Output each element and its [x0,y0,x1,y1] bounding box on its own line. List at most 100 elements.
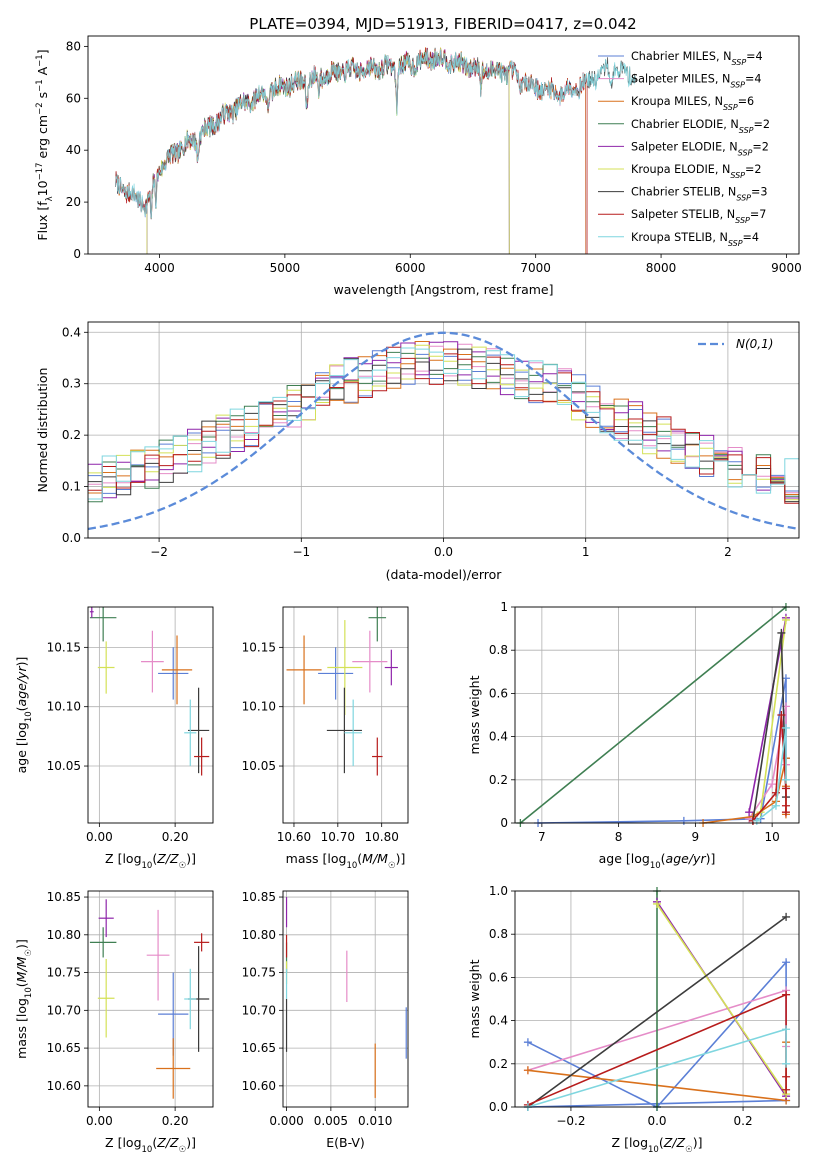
y-tick-label: 10.15 [242,640,276,654]
gaussian-curve [87,331,800,531]
x-tick-label: 10 [764,830,779,844]
x-tick-label: 9 [692,830,700,844]
label-part: M/M [14,956,29,982]
label-part: −1 [35,54,45,67]
weight-marker-salpeter-stelib [782,990,791,999]
label-part: Z [log [105,1135,141,1150]
weight-marker-kroupa-stelib [752,816,761,825]
y-tick-label: 0.6 [489,686,508,700]
x-tick-label: 10.80 [365,830,399,844]
weight-marker-salpeter-stelib [781,808,790,817]
label-part: −2 [35,102,45,115]
label-part: ( [152,851,157,866]
legend-label: Salpeter MILES, NSSP=4 [631,73,762,90]
y-tick-label: 1 [500,600,508,614]
points [286,607,398,776]
axes-frame [87,321,800,539]
weight-line-kroupa-elodie [656,903,787,1095]
weight-marker-chabrier-stelib [782,912,791,921]
x-axis-label: Z [log10(Z/Z☉)] [612,1135,703,1155]
y-tick-label: 10.70 [47,1003,81,1017]
label-part: ☉ [388,861,396,871]
legend-label: Kroupa MILES, NSSP=6 [631,95,754,112]
weight-marker-kroupa-stelib [781,723,790,732]
weight-line-salpeter-elodie [748,617,787,813]
legend-count: =2 [745,163,762,176]
label-part: )] [706,851,716,866]
y-tick-label: 10.85 [47,890,81,904]
legend-count: =4 [743,231,760,244]
y-tick-label: 0.0 [489,1100,508,1114]
y-tick-label: 80 [66,39,81,53]
y-tick-label: 10.60 [242,1079,276,1093]
y-tick-label: 0.4 [489,730,508,744]
y-tick-label: 10.75 [47,966,81,980]
spectrum-line-chabrier-miles [115,49,587,255]
axes-frame [282,890,409,1108]
label-part: 10 [35,180,50,196]
x-tick-label: 0.000 [269,1114,303,1128]
y-tick-label: 0.3 [62,377,81,391]
label-part: mass [log [286,851,347,866]
legend-name: Chabrier MILES, N [631,50,731,63]
legend-name: Chabrier ELODIE, N [631,118,739,131]
x-tick-label: 0.20 [162,1114,189,1128]
y-tick-label: 0.2 [489,773,508,787]
y-axis-label: Normed distribution [35,368,50,493]
x-tick-label: 8000 [646,261,677,275]
legend-count: =6 [738,95,755,108]
x-tick-label: 0.005 [314,1114,348,1128]
y-tick-label: 10.60 [47,1079,81,1093]
x-axis-label-ebv: E(B-V) [326,1135,365,1150]
label-part: erg cm [35,115,50,163]
axes-frame [282,606,409,824]
label-part: ( [357,851,362,866]
legend-count: =2 [752,140,769,153]
x-tick-label: 6000 [395,261,426,275]
legend-sub: SSP [723,103,738,112]
y-axis-label: Flux [fλ10−17 erg cm−2 s−1 A−1] [35,49,55,240]
label-part: Z/Z [156,851,179,866]
legend-sub: SSP [738,148,753,157]
y-tick-label: 10.05 [242,759,276,773]
axes-frame [87,890,214,1108]
legend-sub: SSP [735,216,750,225]
y-tick-label: 0.0 [62,531,81,545]
weight-marker-salpeter-elodie [745,808,754,817]
weight-marker-salpeter-stelib [782,1072,791,1081]
x-tick-label: 0.00 [86,830,113,844]
x-axis-label: (data-model)/error [386,567,503,582]
axes-frame [87,606,214,824]
label-part: ( [152,1135,157,1150]
y-tick-label: 10.75 [242,966,276,980]
x-tick-label: 0.2 [734,1114,753,1128]
points [285,897,407,1098]
y-tick-label: 40 [66,143,81,157]
label-part: 10 [24,711,34,722]
legend-sub: SSP [730,171,745,180]
label-part: M/M [362,851,388,866]
x-tick-label: −0.2 [556,1114,585,1128]
legend-sub: SSP [731,58,746,67]
x-tick-label: −1 [292,545,310,559]
weight-marker-kroupa-elodie [781,615,790,624]
label-part: age/yr [666,851,707,866]
label-part: Flux [f [35,201,50,241]
weight-line-chabrier-miles [537,678,787,824]
label-part: ☉ [179,861,187,871]
axes-frame [514,606,800,824]
x-axis-label: Z [log10(Z/Z☉)] [105,1135,196,1155]
label-part: 10 [142,861,153,871]
x-tick-label: 7000 [520,261,551,275]
y-axis-label: mass weight [467,675,482,754]
y-tick-label: 10.15 [47,640,81,654]
x-tick-label: 5000 [270,261,301,275]
x-tick-label: 4000 [144,261,175,275]
label-part: ] [35,49,50,54]
label-part: ☉ [685,1145,693,1155]
histogram-kroupa-stelib [88,347,799,500]
legend-name: Kroupa MILES, N [631,95,723,108]
x-tick-label: 0.010 [358,1114,392,1128]
legend-gaussian-label: N(0,1) [736,337,773,351]
label-part: ☉ [179,1145,187,1155]
